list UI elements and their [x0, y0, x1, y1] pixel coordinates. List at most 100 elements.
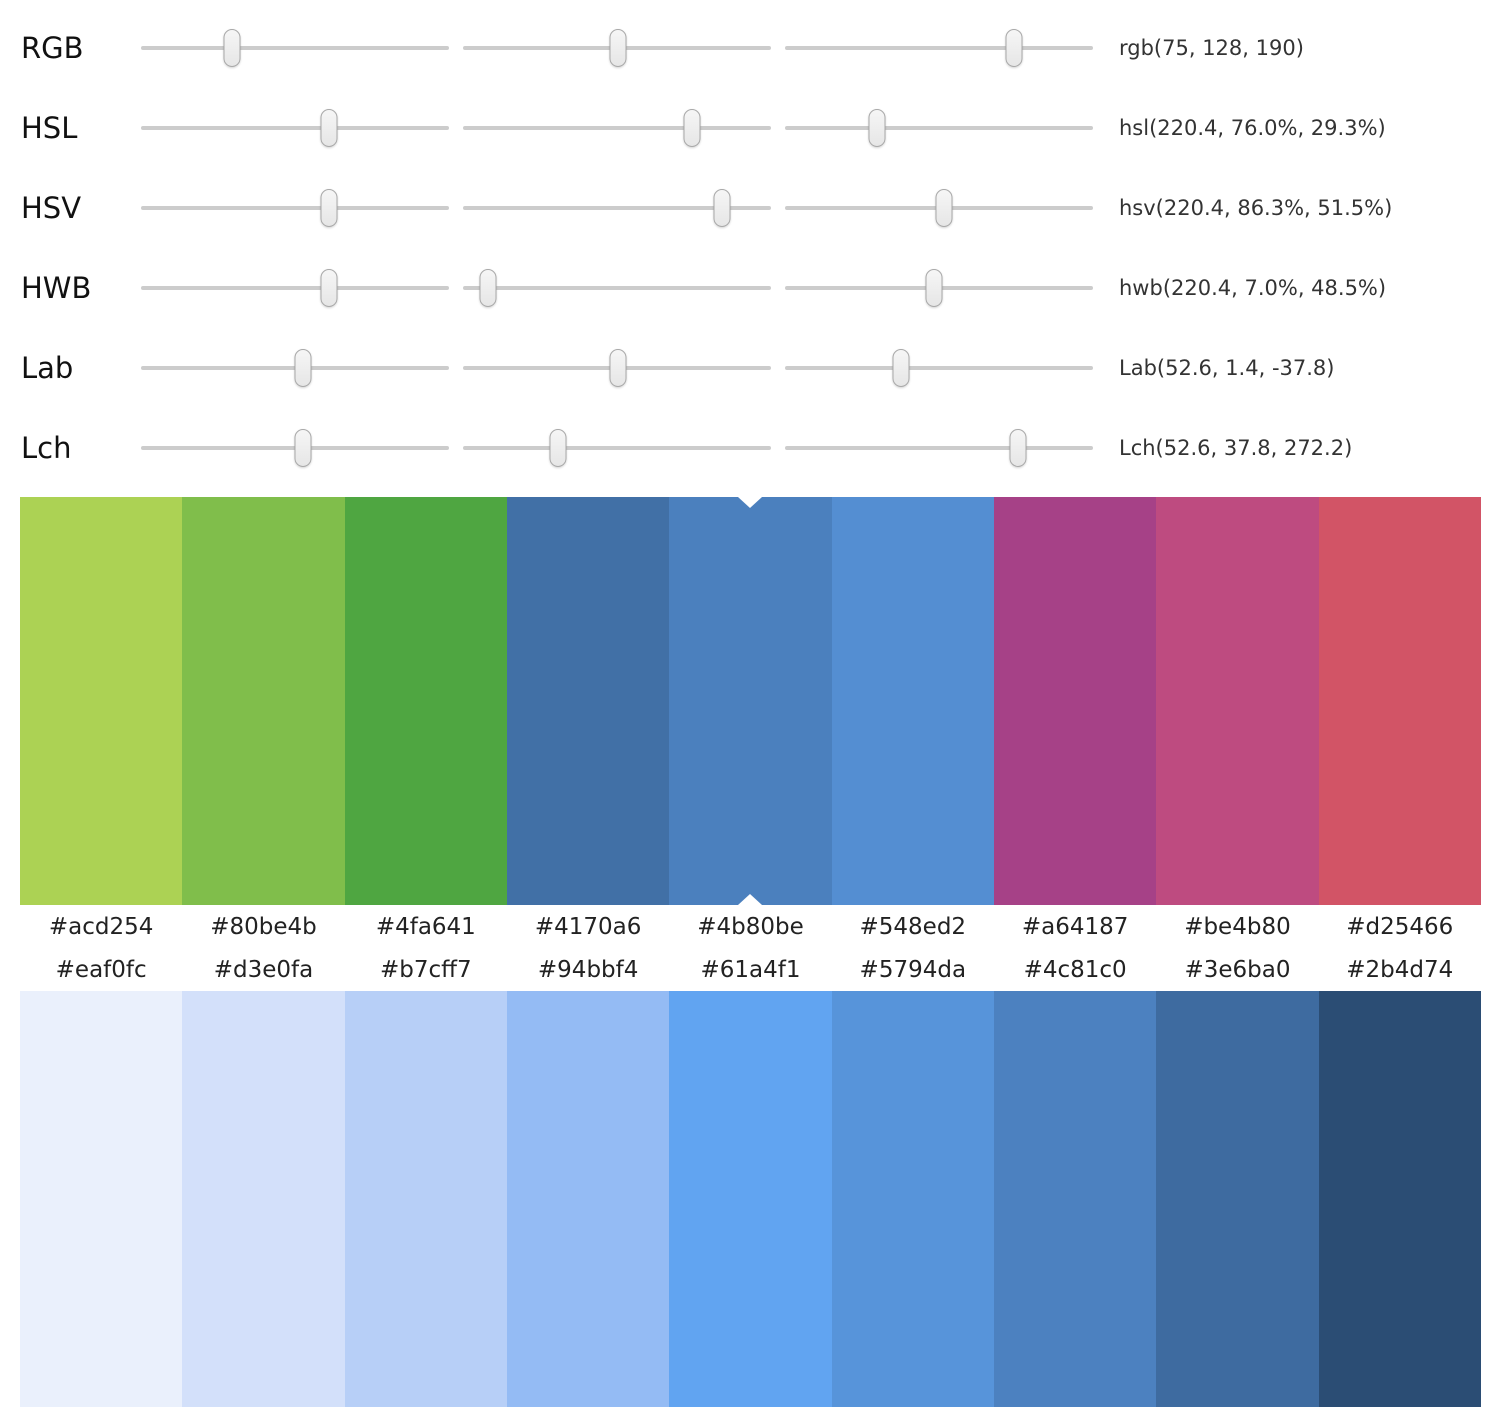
slider-thumb[interactable]	[549, 429, 567, 467]
slider-track[interactable]	[785, 46, 1093, 50]
tone-swatch-label: #5794da	[859, 957, 967, 983]
lab-slider-channel-1[interactable]	[141, 345, 449, 391]
hsl-slider-channel-2[interactable]	[463, 105, 771, 151]
tone-swatch-label: #4c81c0	[1023, 957, 1127, 983]
slider-row-hwb: HWB hwb(220.4, 7.0%, 48.5%)	[21, 248, 1501, 328]
hue-swatch[interactable]	[669, 497, 832, 905]
lch-slider-channel-2[interactable]	[463, 425, 771, 471]
hsv-slider-channel-1[interactable]	[141, 185, 449, 231]
tone-swatch[interactable]	[1156, 991, 1319, 1407]
hsl-slider-channel-3[interactable]	[785, 105, 1093, 151]
slider-thumb[interactable]	[683, 109, 701, 147]
slider-row-hsv: HSV hsv(220.4, 86.3%, 51.5%)	[21, 168, 1501, 248]
tone-palette-labels: #eaf0fc #d3e0fa #b7cff7 #94bbf4 #61a4f1 …	[20, 949, 1481, 991]
slider-row-rgb: RGB rgb(75, 128, 190)	[21, 8, 1501, 88]
tone-swatch-label: #b7cff7	[380, 957, 472, 983]
slider-track[interactable]	[785, 446, 1093, 450]
lch-slider-channel-3[interactable]	[785, 425, 1093, 471]
slider-track[interactable]	[785, 126, 1093, 130]
slider-thumb[interactable]	[935, 189, 953, 227]
tone-swatch[interactable]	[669, 991, 832, 1407]
tone-swatch[interactable]	[182, 991, 345, 1407]
slider-track[interactable]	[463, 126, 771, 130]
hue-swatch-label: #4b80be	[697, 914, 804, 940]
hue-swatch[interactable]	[993, 497, 1157, 905]
color-value-lch: Lch(52.6, 37.8, 272.2)	[1119, 436, 1353, 460]
slider-track[interactable]	[141, 206, 449, 210]
tone-swatch[interactable]	[993, 991, 1157, 1407]
rgb-slider-channel-3[interactable]	[785, 25, 1093, 71]
tone-swatch[interactable]	[20, 991, 183, 1407]
hue-swatch[interactable]	[182, 497, 345, 905]
tone-swatch[interactable]	[506, 991, 670, 1407]
hue-palette-labels: #acd254 #80be4b #4fa641 #4170a6 #4b80be …	[20, 905, 1481, 949]
hue-swatch-label: #548ed2	[859, 914, 967, 940]
hue-swatch[interactable]	[20, 497, 183, 905]
hue-swatch[interactable]	[1156, 497, 1319, 905]
slider-thumb[interactable]	[609, 29, 627, 67]
hue-swatch-label: #d25466	[1346, 914, 1454, 940]
tone-swatch-label: #d3e0fa	[213, 957, 314, 983]
slider-thumb[interactable]	[320, 269, 338, 307]
tone-swatch-label: #2b4d74	[1346, 957, 1454, 983]
tone-swatch[interactable]	[1318, 991, 1481, 1407]
slider-thumb[interactable]	[294, 349, 312, 387]
hue-swatch[interactable]	[831, 497, 994, 905]
slider-thumb[interactable]	[294, 429, 312, 467]
tone-swatch[interactable]	[831, 991, 994, 1407]
hue-swatch[interactable]	[344, 497, 507, 905]
tone-palette-strip	[20, 991, 1481, 1407]
colorspace-label-hwb: HWB	[21, 271, 92, 305]
tone-swatch[interactable]	[344, 991, 507, 1407]
hwb-slider-channel-2[interactable]	[463, 265, 771, 311]
tone-swatch-label: #eaf0fc	[55, 957, 147, 983]
color-value-lab: Lab(52.6, 1.4, -37.8)	[1119, 356, 1335, 380]
colorspace-label-rgb: RGB	[21, 31, 84, 65]
slider-track[interactable]	[141, 286, 449, 290]
color-value-rgb: rgb(75, 128, 190)	[1119, 36, 1304, 60]
slider-thumb[interactable]	[320, 189, 338, 227]
slider-thumb[interactable]	[925, 269, 943, 307]
hwb-slider-channel-3[interactable]	[785, 265, 1093, 311]
rgb-slider-channel-2[interactable]	[463, 25, 771, 71]
hue-swatch[interactable]	[506, 497, 670, 905]
hsv-slider-channel-2[interactable]	[463, 185, 771, 231]
tone-swatch-label: #94bbf4	[537, 957, 639, 983]
slider-thumb[interactable]	[868, 109, 886, 147]
hue-swatch-label: #4fa641	[375, 914, 476, 940]
slider-thumb[interactable]	[892, 349, 910, 387]
slider-track[interactable]	[785, 366, 1093, 370]
lch-slider-channel-1[interactable]	[141, 425, 449, 471]
slider-track[interactable]	[463, 206, 771, 210]
slider-thumb[interactable]	[223, 29, 241, 67]
slider-thumb[interactable]	[320, 109, 338, 147]
slider-thumb[interactable]	[609, 349, 627, 387]
tone-swatch-label: #3e6ba0	[1184, 957, 1291, 983]
hsl-slider-channel-1[interactable]	[141, 105, 449, 151]
slider-track[interactable]	[141, 46, 449, 50]
colorspace-label-lab: Lab	[21, 351, 74, 385]
slider-track[interactable]	[463, 286, 771, 290]
colorspace-label-hsv: HSV	[21, 191, 82, 225]
color-value-hwb: hwb(220.4, 7.0%, 48.5%)	[1119, 276, 1387, 300]
hue-swatch-label: #4170a6	[534, 914, 642, 940]
slider-thumb[interactable]	[713, 189, 731, 227]
color-value-hsl: hsl(220.4, 76.0%, 29.3%)	[1119, 116, 1386, 140]
hue-swatch-label: #80be4b	[210, 914, 317, 940]
slider-row-hsl: HSL hsl(220.4, 76.0%, 29.3%)	[21, 88, 1501, 168]
slider-row-lch: Lch Lch(52.6, 37.8, 272.2)	[21, 408, 1501, 488]
slider-thumb[interactable]	[1005, 29, 1023, 67]
slider-row-lab: Lab Lab(52.6, 1.4, -37.8)	[21, 328, 1501, 408]
slider-track[interactable]	[463, 446, 771, 450]
colorspace-label-hsl: HSL	[21, 111, 78, 145]
hwb-slider-channel-1[interactable]	[141, 265, 449, 311]
lab-slider-channel-3[interactable]	[785, 345, 1093, 391]
lab-slider-channel-2[interactable]	[463, 345, 771, 391]
tone-swatch-label: #61a4f1	[700, 957, 801, 983]
slider-thumb[interactable]	[479, 269, 497, 307]
slider-track[interactable]	[141, 126, 449, 130]
hue-swatch[interactable]	[1318, 497, 1481, 905]
hsv-slider-channel-3[interactable]	[785, 185, 1093, 231]
slider-thumb[interactable]	[1009, 429, 1027, 467]
rgb-slider-channel-1[interactable]	[141, 25, 449, 71]
